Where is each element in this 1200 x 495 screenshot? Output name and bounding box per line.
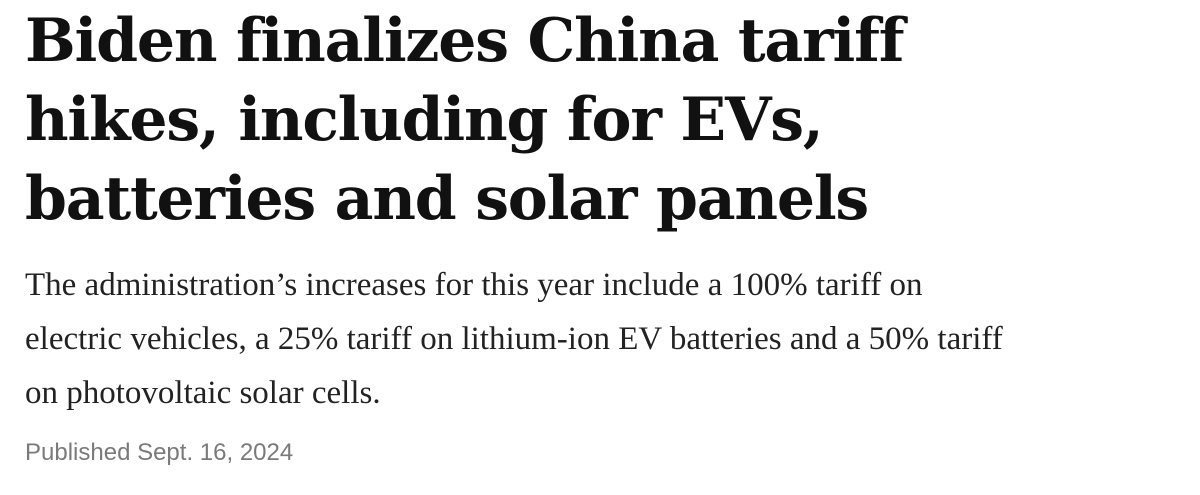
dek-line: on photovoltaic solar cells.: [25, 375, 381, 411]
dek-line: electric vehicles, a 25% tariff on lithi…: [25, 321, 1003, 357]
dek-line: The administration’s increases for this …: [25, 267, 923, 303]
headline-line: batteries and solar panels: [25, 164, 869, 234]
article-headline: Biden finalizes China tariff hikes, incl…: [25, 0, 1175, 239]
headline-line: hikes, including for EVs,: [25, 85, 824, 155]
article-dek: The administration’s increases for this …: [25, 258, 1145, 420]
headline-line: Biden finalizes China tariff: [25, 6, 905, 76]
published-date: Published Sept. 16, 2024: [25, 439, 294, 466]
article-header: Biden finalizes China tariff hikes, incl…: [25, 0, 1175, 468]
